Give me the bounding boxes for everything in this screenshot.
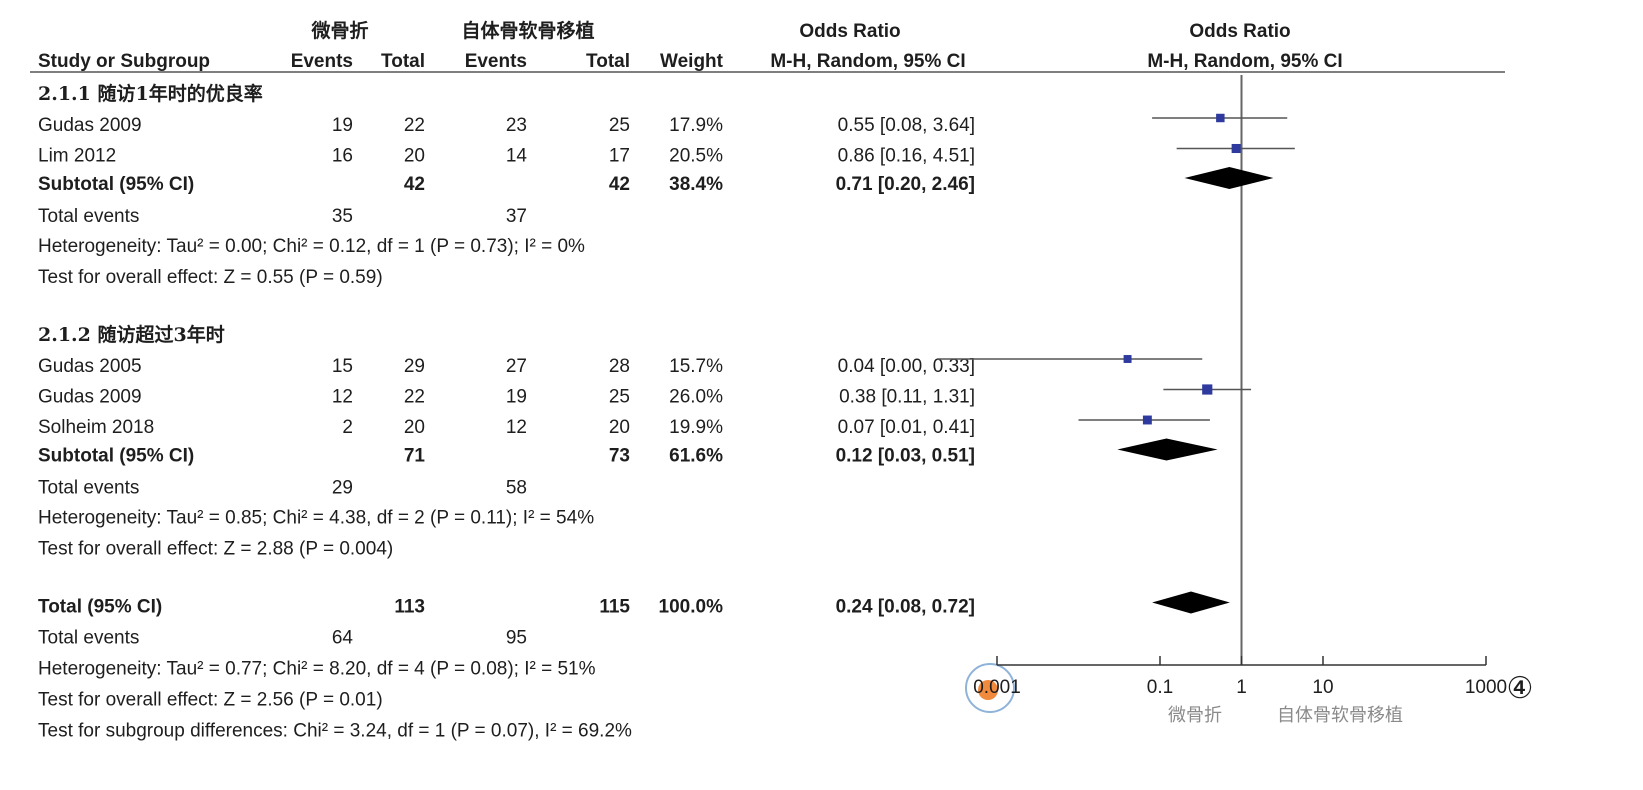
events-label: Total events bbox=[38, 628, 139, 649]
weight: 38.4% bbox=[669, 174, 723, 195]
odds-ratio-ci: 0.55 [0.08, 3.64] bbox=[838, 115, 975, 136]
study-name: Gudas 2005 bbox=[38, 356, 142, 377]
odds-ratio-ci: 0.86 [0.16, 4.51] bbox=[838, 146, 975, 167]
events: 19 bbox=[506, 387, 527, 408]
total: 115 bbox=[599, 597, 630, 618]
events: 15 bbox=[332, 356, 353, 377]
pooled-diamond bbox=[1184, 167, 1274, 189]
events: 2 bbox=[342, 417, 353, 438]
odds-ratio-ci: 0.38 [0.11, 1.31] bbox=[839, 387, 975, 408]
column-header: Events bbox=[291, 51, 353, 72]
heterogeneity: Heterogeneity: Tau² = 0.85; Chi² = 4.38,… bbox=[38, 508, 594, 529]
heterogeneity: Heterogeneity: Tau² = 0.00; Chi² = 0.12,… bbox=[38, 236, 585, 257]
subgroup-title: 2.1.1 随访1年时的优良率 bbox=[38, 82, 263, 105]
panel-label: ④ bbox=[1507, 672, 1534, 705]
study-marker bbox=[1202, 384, 1213, 395]
weight: 17.9% bbox=[669, 115, 723, 136]
total: 22 bbox=[404, 115, 425, 136]
events-label: Total events bbox=[38, 478, 139, 499]
column-header: M-H, Random, 95% CI bbox=[1147, 51, 1342, 72]
pooled-diamond bbox=[1117, 438, 1218, 461]
column-header: Weight bbox=[660, 51, 724, 72]
study-name: Gudas 2009 bbox=[38, 115, 142, 136]
column-header: Events bbox=[465, 51, 527, 72]
total: 73 bbox=[609, 446, 630, 467]
events-value: 29 bbox=[332, 478, 353, 499]
odds-ratio-ci: 0.12 [0.03, 0.51] bbox=[836, 446, 975, 467]
study-name: Gudas 2009 bbox=[38, 387, 142, 408]
x-tick-label: 0.1 bbox=[1147, 677, 1173, 698]
overall-effect: Test for overall effect: Z = 2.88 (P = 0… bbox=[38, 539, 393, 560]
column-header: M-H, Random, 95% CI bbox=[770, 51, 965, 72]
x-tick-label: 1000 bbox=[1465, 677, 1507, 698]
subtotal-label: Subtotal (95% CI) bbox=[38, 174, 194, 195]
events: 12 bbox=[332, 387, 353, 408]
events-value: 64 bbox=[332, 628, 354, 649]
total: 20 bbox=[404, 417, 425, 438]
events-label: Total events bbox=[38, 206, 139, 227]
events: 23 bbox=[506, 115, 527, 136]
favours-label: 自体骨软骨移植 bbox=[1277, 705, 1403, 726]
total: 28 bbox=[609, 356, 630, 377]
total: 20 bbox=[404, 146, 425, 167]
events: 19 bbox=[332, 115, 353, 136]
subgroup-differences: Test for subgroup differences: Chi² = 3.… bbox=[38, 721, 632, 742]
column-header: Study or Subgroup bbox=[38, 51, 210, 72]
pooled-diamond bbox=[1152, 591, 1230, 614]
events-value: 95 bbox=[506, 628, 527, 649]
events-value: 58 bbox=[506, 478, 527, 499]
study-marker bbox=[1231, 143, 1241, 154]
column-header: Odds Ratio bbox=[799, 21, 900, 42]
study-marker bbox=[1216, 113, 1225, 123]
weight: 15.7% bbox=[669, 356, 723, 377]
total: 25 bbox=[609, 115, 630, 136]
total: 20 bbox=[609, 417, 630, 438]
favours-label: 微骨折 bbox=[1168, 705, 1222, 726]
total: 17 bbox=[609, 146, 630, 167]
odds-ratio-ci: 0.24 [0.08, 0.72] bbox=[836, 597, 975, 618]
events: 27 bbox=[506, 356, 527, 377]
column-header: Total bbox=[586, 51, 630, 72]
weight: 19.9% bbox=[669, 417, 723, 438]
overall-effect: Test for overall effect: Z = 2.56 (P = 0… bbox=[38, 690, 383, 711]
events: 14 bbox=[506, 146, 528, 167]
column-header: Odds Ratio bbox=[1189, 21, 1290, 42]
odds-ratio-ci: 0.71 [0.20, 2.46] bbox=[836, 174, 975, 195]
subtotal-label: Subtotal (95% CI) bbox=[38, 446, 194, 467]
subgroup-title: 2.1.2 随访超过3年时 bbox=[38, 323, 225, 346]
weight: 20.5% bbox=[669, 146, 723, 167]
total-label: Total (95% CI) bbox=[38, 597, 162, 618]
total: 25 bbox=[609, 387, 630, 408]
events-value: 35 bbox=[332, 206, 353, 227]
column-header: Total bbox=[381, 51, 425, 72]
x-tick-label: 0.001 bbox=[973, 677, 1021, 698]
total: 113 bbox=[394, 597, 425, 618]
total: 42 bbox=[609, 174, 630, 195]
odds-ratio-ci: 0.04 [0.00, 0.33] bbox=[838, 356, 975, 377]
odds-ratio-ci: 0.07 [0.01, 0.41] bbox=[838, 417, 975, 438]
total: 29 bbox=[404, 356, 425, 377]
group-header: 微骨折 bbox=[310, 19, 368, 42]
weight: 100.0% bbox=[659, 597, 724, 618]
x-tick-label: 1 bbox=[1236, 677, 1247, 698]
watermark-logo bbox=[965, 663, 1015, 713]
events-value: 37 bbox=[506, 206, 527, 227]
overall-effect: Test for overall effect: Z = 0.55 (P = 0… bbox=[38, 267, 383, 288]
heterogeneity: Heterogeneity: Tau² = 0.77; Chi² = 8.20,… bbox=[38, 659, 596, 680]
weight: 61.6% bbox=[669, 446, 723, 467]
group-header: 自体骨软骨移植 bbox=[461, 19, 594, 42]
study-name: Lim 2012 bbox=[38, 146, 116, 167]
study-name: Solheim 2018 bbox=[38, 417, 154, 438]
study-marker bbox=[1142, 415, 1152, 425]
total: 71 bbox=[404, 446, 426, 467]
x-tick-label: 10 bbox=[1312, 677, 1333, 698]
study-marker bbox=[1123, 355, 1132, 363]
weight: 26.0% bbox=[669, 387, 723, 408]
total: 42 bbox=[404, 174, 425, 195]
events: 16 bbox=[332, 146, 353, 167]
events: 12 bbox=[506, 417, 527, 438]
total: 22 bbox=[404, 387, 425, 408]
